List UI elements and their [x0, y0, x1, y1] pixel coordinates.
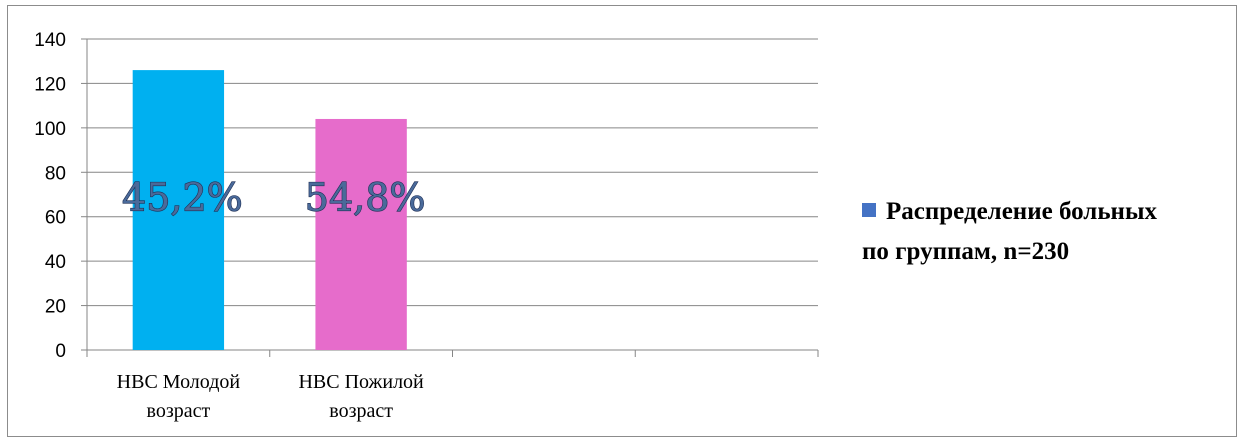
data-labels: 45,2% 54,8% [121, 175, 426, 220]
legend: Распределение больных по группам, n=230 [862, 198, 1157, 265]
x-category-label-1-0: НВС Пожилой [298, 371, 424, 393]
y-tick-label-80: 80 [45, 163, 66, 184]
bars [132, 70, 407, 350]
data-label-1: 54,8% [305, 176, 426, 220]
y-tick-label-120: 120 [34, 74, 66, 95]
bar-1 [315, 118, 407, 350]
legend-marker [862, 203, 876, 217]
legend-line-1: Распределение больных [886, 198, 1157, 225]
legend-line-2: по группам, n=230 [862, 238, 1069, 265]
y-tick-label-20: 20 [45, 297, 66, 318]
y-tick-label-60: 60 [45, 208, 66, 229]
bar-0 [132, 70, 225, 350]
y-tick-label-0: 0 [55, 341, 66, 362]
x-category-label-0-0: НВС Молодой [117, 371, 241, 393]
axes: 0 20 40 60 80 100 120 140 НВС Молодой возраст НВС … [34, 30, 819, 422]
data-label-0: 45,2% [122, 176, 243, 220]
x-category-label-0-1: возраст [147, 400, 211, 422]
x-category-label-1-1: возраст [329, 400, 393, 422]
y-tick-label-140: 140 [34, 30, 66, 51]
y-tick-label-100: 100 [34, 119, 66, 140]
y-tick-label-40: 40 [45, 252, 66, 273]
